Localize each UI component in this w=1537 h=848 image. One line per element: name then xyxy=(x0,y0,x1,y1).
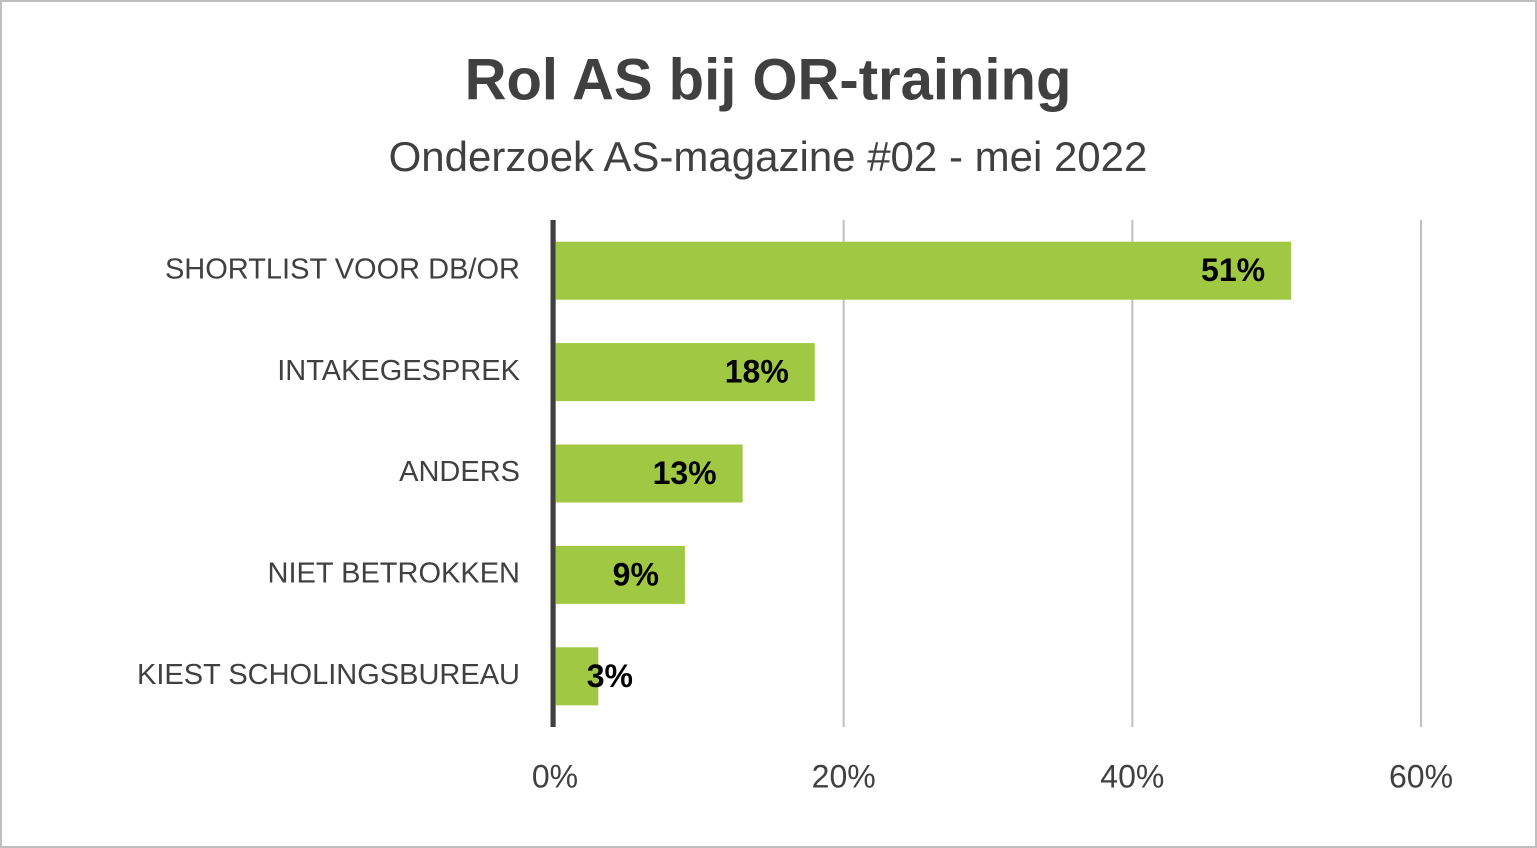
bar xyxy=(555,343,815,402)
x-tick-label: 60% xyxy=(1389,758,1453,794)
bar xyxy=(555,647,599,706)
y-tick-label: NIET BETROKKEN xyxy=(268,558,520,590)
bar xyxy=(555,545,685,604)
data-label: 13% xyxy=(653,455,717,491)
x-tick-label: 20% xyxy=(812,758,876,794)
y-tick-label: SHORTLIST VOOR DB/OR xyxy=(165,253,520,285)
bar xyxy=(555,241,1292,300)
y-tick-label: INTAKEGESPREK xyxy=(277,355,520,387)
data-label: 9% xyxy=(613,556,659,592)
y-tick-label: ANDERS xyxy=(399,456,520,488)
chart-title: Rol AS bij OR-training xyxy=(465,47,1072,112)
data-label: 18% xyxy=(725,354,789,390)
data-label: 3% xyxy=(587,658,633,694)
data-label: 51% xyxy=(1201,252,1265,288)
x-tick-label: 40% xyxy=(1100,758,1164,794)
x-tick-label: 0% xyxy=(532,758,578,794)
y-tick-label: KIEST SCHOLINGSBUREAU xyxy=(137,659,520,691)
chart-subtitle: Onderzoek AS-magazine #02 - mei 2022 xyxy=(389,133,1148,180)
bar xyxy=(555,444,743,503)
